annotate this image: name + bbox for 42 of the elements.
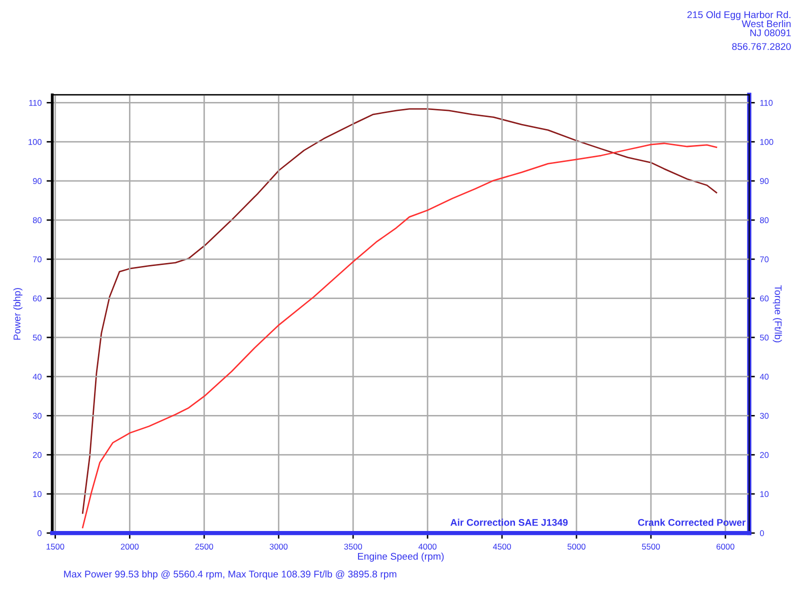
x-tick-label: 5500 [642, 544, 660, 550]
y-tick-label: 10 [33, 491, 42, 498]
text: 215 Old Egg Harbor Rd. West Berlin NJ 08091 [687, 11, 791, 36]
x-tick-label: 3000 [270, 544, 288, 550]
y-tick-label: 80 [32, 217, 42, 224]
y-tick-label: 70 [33, 256, 42, 262]
x-tick-label: 4500 [492, 544, 511, 550]
y2-tick-label: 90 [760, 178, 769, 184]
x-tick-label: 3500 [344, 544, 362, 550]
y2-tick-label: 20 [760, 452, 769, 458]
annotation: Crank Corrected Power [638, 518, 746, 526]
y2-tick-label: 40 [760, 374, 769, 380]
y-tick-label: 60 [33, 296, 42, 302]
x-axis-title: Engine Speed (rpm) [358, 552, 444, 562]
y-tick-label: 50 [32, 334, 42, 341]
annotation: Air Correction SAE J1349 [450, 518, 568, 526]
x-tick-label: 2500 [195, 544, 214, 550]
y-tick-label: 0 [38, 530, 42, 536]
x-tick-label: 2000 [120, 544, 139, 550]
y2-tick-label: 0 [760, 530, 764, 536]
x-tick-label: 1500 [46, 544, 64, 550]
y-tick-label: 30 [32, 412, 42, 419]
y2-tick-label: 60 [760, 296, 769, 302]
x-tick-label: 4000 [418, 544, 436, 550]
x-tick-label: 6000 [716, 544, 734, 550]
y-tick-label: 100 [28, 139, 42, 145]
y2-tick-label: 80 [760, 217, 769, 224]
y2-tick-label: 110 [760, 100, 773, 106]
y-tick-label: 20 [33, 452, 42, 458]
y2-axis-title: Torque (Ft/lb) [772, 285, 782, 342]
y2-tick-label: 100 [760, 139, 774, 145]
y-axis-title: Power (bhp) [13, 288, 22, 340]
y2-tick-label: 30 [760, 412, 769, 419]
y-tick-label: 110 [29, 100, 42, 106]
y2-tick-label: 50 [760, 334, 769, 341]
y2-tick-label: 70 [760, 256, 769, 262]
text: 856.767.2820 [732, 43, 791, 50]
text: Max Power 99.53 bhp @ 5560.4 rpm, Max Torque 108.39 Ft/lb @ 3895.8 rpm [64, 570, 396, 580]
y-tick-label: 90 [32, 178, 42, 184]
x-tick-label: 5000 [568, 544, 586, 550]
y-tick-label: 40 [32, 374, 42, 380]
y2-tick-label: 10 [760, 491, 769, 498]
